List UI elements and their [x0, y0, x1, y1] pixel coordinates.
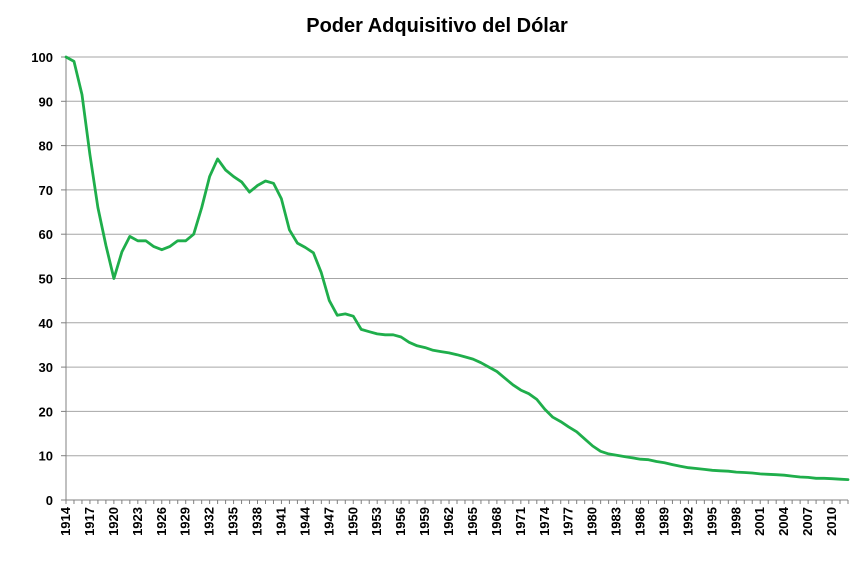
x-tick-label: 1914: [58, 506, 73, 536]
x-tick-label: 1980: [585, 507, 600, 536]
series: [64, 55, 850, 482]
y-axis: 0 10 20 30 40 50 60 70 80 90 100: [31, 50, 66, 508]
x-tick-label: 1953: [369, 507, 384, 536]
x-tick-label: 1941: [273, 507, 288, 536]
x-tick-label: 1965: [465, 507, 480, 536]
x-tick-label: 1983: [609, 507, 624, 536]
y-tick-label: 100: [31, 50, 53, 65]
y-tick-label: 30: [39, 360, 53, 375]
series-line: [64, 55, 850, 482]
x-tick-label: 1956: [393, 507, 408, 536]
y-tick-label: 20: [39, 404, 53, 419]
y-tick-label: 0: [46, 493, 53, 508]
x-tick-label: 1998: [728, 507, 743, 536]
x-tick-label: 1923: [130, 507, 145, 536]
x-tick-label: 1935: [226, 507, 241, 536]
x-tick-labels: 1914 1917 1920 1923 1926 1929 1932 1935 1938 1941…: [58, 506, 839, 536]
x-tick-label: 1944: [297, 506, 312, 536]
x-tick-label: 1938: [250, 507, 265, 536]
x-axis: [65, 57, 849, 504]
x-tick-label: 1947: [321, 507, 336, 536]
x-tick-label: 1950: [345, 507, 360, 536]
x-tick-label: 1995: [704, 507, 719, 536]
x-tick-label: 1932: [202, 507, 217, 536]
y-tick-label: 80: [39, 139, 53, 154]
y-tick-label: 10: [39, 449, 53, 464]
x-tick-label: 2004: [776, 506, 791, 536]
x-tick-label: 1926: [154, 507, 169, 536]
x-tick-label: 1986: [633, 507, 648, 536]
x-tick-label: 1977: [561, 507, 576, 536]
y-tick-label: 90: [39, 94, 53, 109]
y-tick-label: 40: [39, 316, 53, 331]
y-tick-label: 50: [39, 272, 53, 287]
x-tick-label: 2001: [752, 507, 767, 536]
x-tick-label: 1971: [513, 507, 528, 536]
x-tick-label: 1989: [656, 507, 671, 536]
x-tick-label: 1917: [82, 507, 97, 536]
x-tick-label: 1962: [441, 507, 456, 536]
x-tick-label: 1992: [680, 507, 695, 536]
x-tick-label: 1929: [178, 507, 193, 536]
y-tick-label: 70: [39, 183, 53, 198]
chart-title: Poder Adquisitivo del Dólar: [306, 15, 568, 37]
x-tick-label: 2007: [800, 507, 815, 536]
x-tick-label: 1959: [417, 507, 432, 536]
x-tick-label: 2010: [824, 507, 839, 536]
x-tick-label: 1920: [106, 507, 121, 536]
grid: [66, 56, 848, 501]
y-tick-label: 60: [39, 227, 53, 242]
x-tick-label: 1968: [489, 507, 504, 536]
x-tick-label: 1974: [537, 506, 552, 536]
